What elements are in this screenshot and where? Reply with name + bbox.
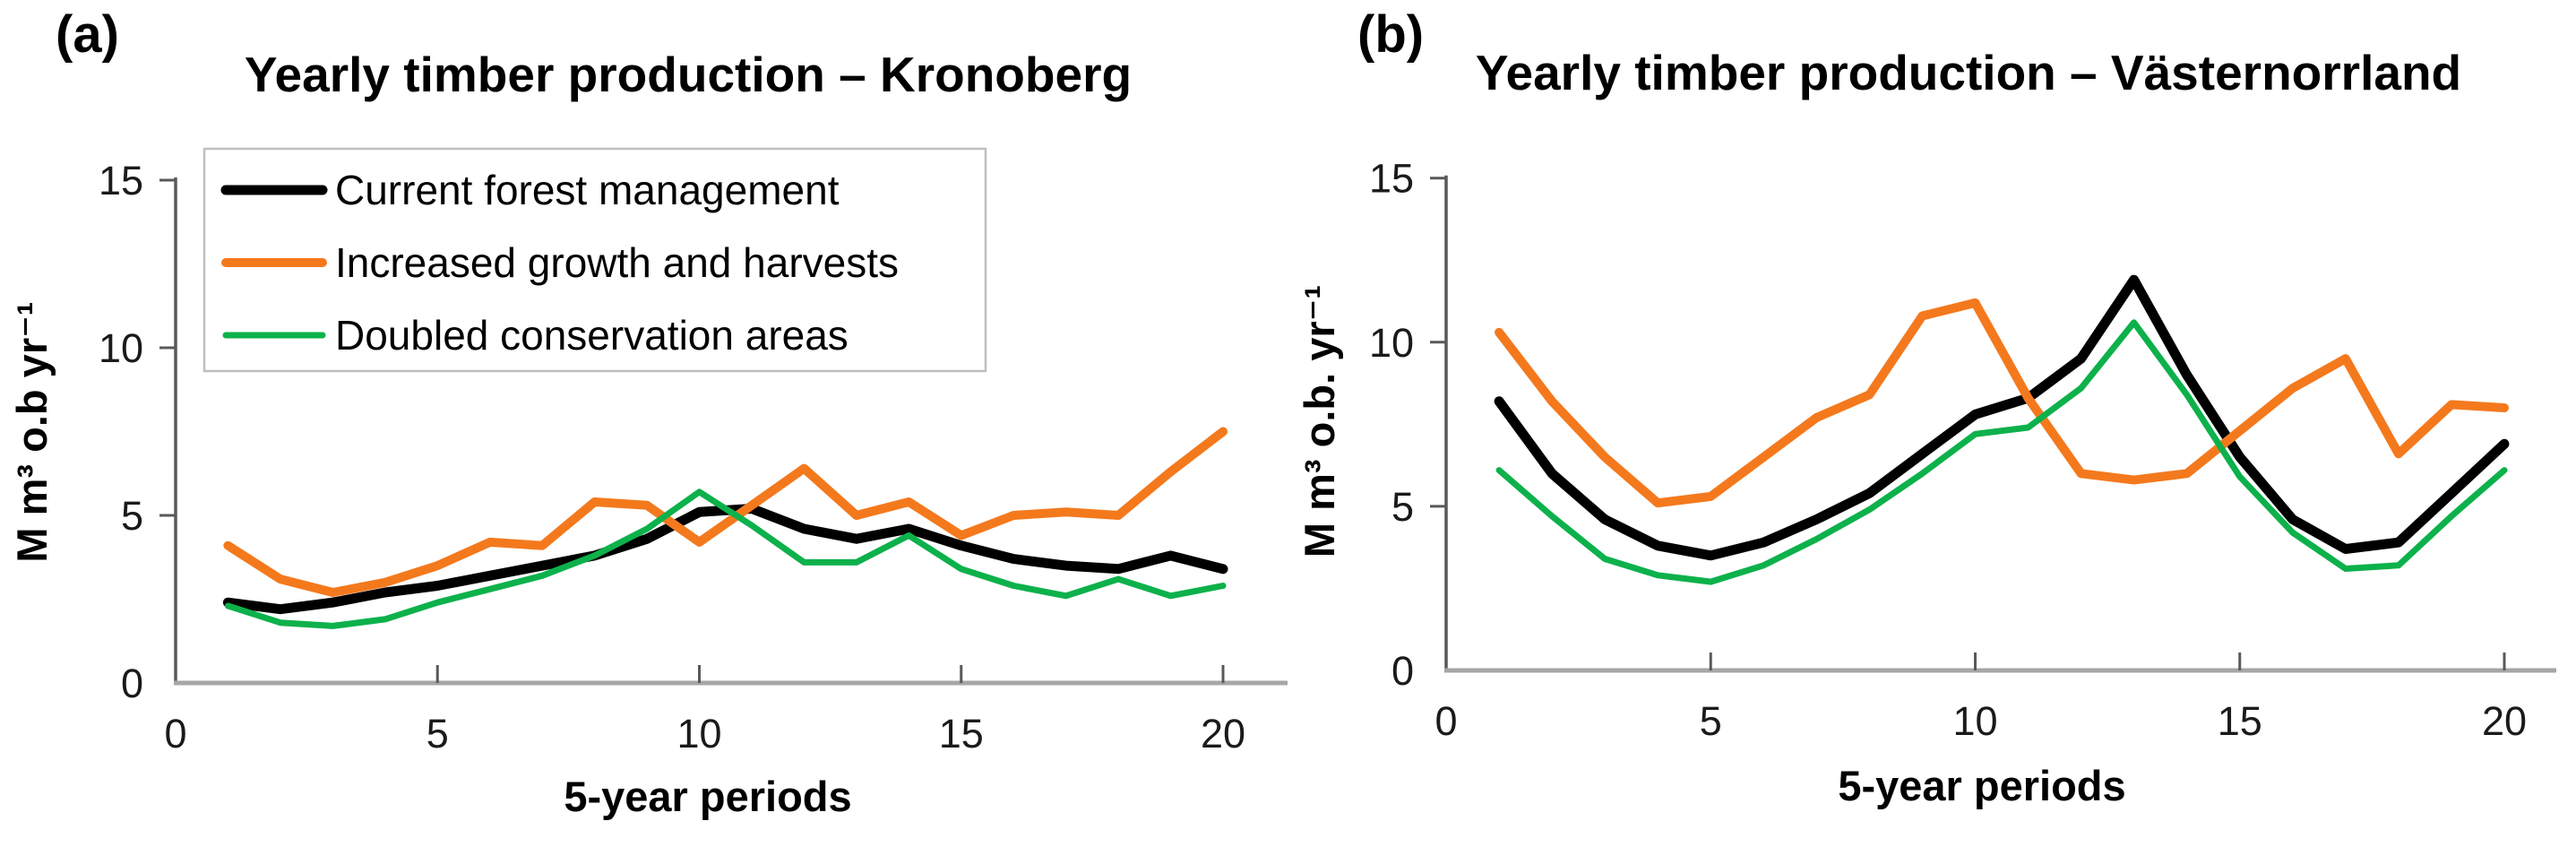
legend: Current forest management Increased growt…: [202, 147, 987, 373]
y-tick-label: 0: [1391, 648, 1414, 694]
panel-vasternorrland: (b) Yearly timber production – Västernor…: [1288, 0, 2575, 847]
y-axis-title-a: M m³ o.b yr⁻¹: [8, 301, 56, 562]
chart-vasternorrland: (b) Yearly timber production – Västernor…: [1296, 5, 2556, 809]
x-tick-label: 10: [1952, 698, 1997, 744]
panel-kronoberg: (a) Yearly timber production – Kronoberg…: [8, 5, 1288, 820]
series-line-0: [1494, 274, 2510, 561]
plot-area-vasternorrland: 0 5 10 15 0 5 10 15 20: [1369, 156, 2556, 744]
y-tick-label: 5: [1391, 484, 1414, 530]
x-tick-label: 5: [426, 711, 449, 756]
chart-kronoberg: (a) Yearly timber production – Kronoberg…: [8, 5, 1288, 820]
chart-title-kronoberg: Yearly timber production – Kronoberg: [245, 47, 1132, 102]
x-tick-label: 0: [164, 711, 186, 756]
x-tick-label: 20: [1201, 711, 1245, 756]
x-tick-label: 0: [1434, 698, 1457, 744]
legend-label-1: Increased growth and harvests: [335, 239, 899, 286]
x-axis-title-b: 5-year periods: [1838, 762, 2125, 809]
chart-title-vasternorrland: Yearly timber production – Västernorrlan…: [1476, 45, 2461, 100]
series-line-1: [1495, 298, 2509, 508]
y-tick-label: 15: [1369, 156, 1414, 202]
plot-area-kronoberg: 0 5 10 15 0 5 10 15 20 Current forest management I…: [99, 147, 1288, 756]
panel-label-b: (b): [1357, 5, 1424, 64]
x-tick-label: 10: [676, 711, 721, 756]
legend-label-0: Current forest management: [335, 167, 840, 213]
y-tick-label: 15: [99, 158, 143, 203]
series-line-1: [223, 427, 1228, 597]
y-tick-label: 10: [1369, 320, 1414, 366]
y-axis-title-b: M m³ o.b. yr⁻¹: [1296, 285, 1343, 557]
series-line-2: [224, 488, 1227, 629]
y-tick-label: 0: [121, 661, 143, 706]
x-tick-label: 15: [939, 711, 984, 756]
x-tick-label: 5: [1700, 698, 1722, 744]
y-tick-label: 5: [121, 493, 143, 539]
x-tick-label: 15: [2218, 698, 2262, 744]
series-line-2: [1495, 319, 2508, 585]
panel-label-a: (a): [56, 5, 119, 64]
x-axis-title-a: 5-year periods: [564, 773, 851, 820]
y-tick-label: 10: [99, 325, 143, 371]
legend-box: [202, 147, 987, 373]
legend-label-2: Doubled conservation areas: [335, 312, 849, 359]
x-tick-label: 20: [2482, 698, 2527, 744]
